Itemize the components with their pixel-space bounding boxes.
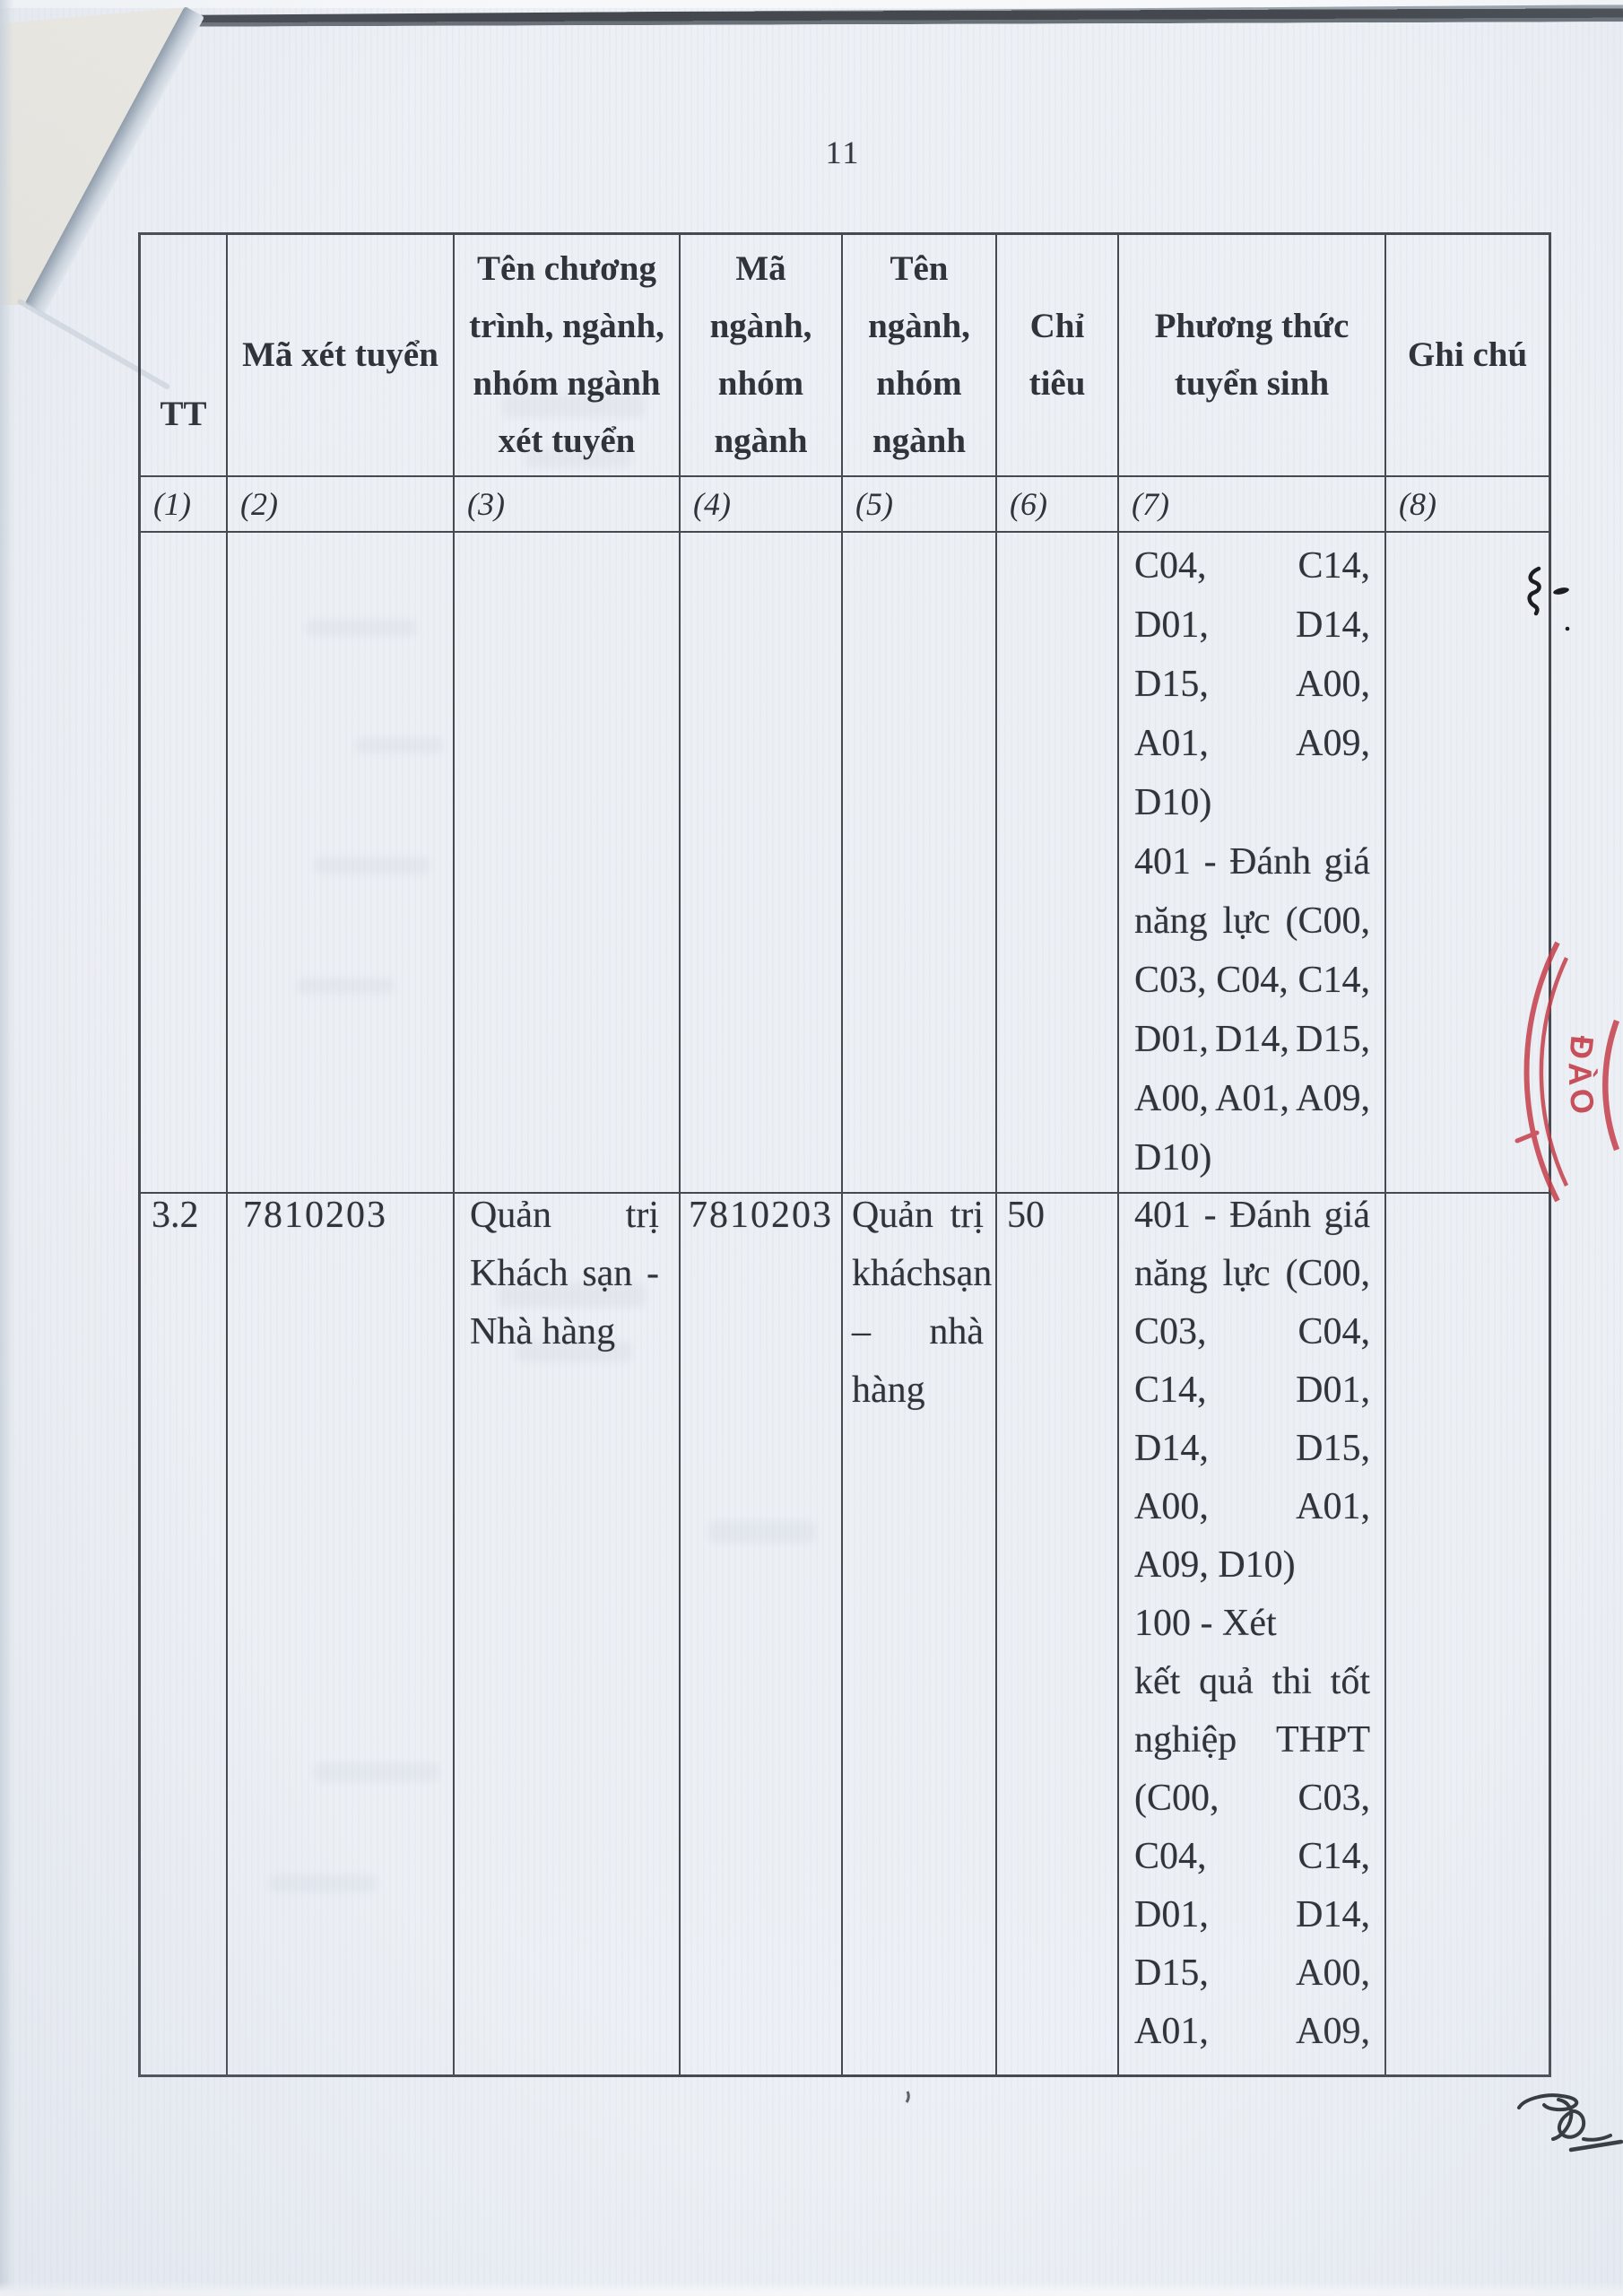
header-cell-ten-chuong-trinh: Tên chương trình, ngành, nhóm ngành xét tuy… xyxy=(455,235,681,477)
row2-cell-tt: 3.2 xyxy=(141,1194,228,2074)
row2-cell-ten-nganh: Quản trị khách sạn – nhà hàng xyxy=(843,1194,997,2074)
colnum-8: (8) xyxy=(1386,477,1549,533)
pen-dot-mark xyxy=(905,2091,910,2103)
row1-cell-tt xyxy=(141,533,228,1194)
colnum-3: (3) xyxy=(455,477,681,533)
row1-cell-chi-tieu xyxy=(997,533,1119,1194)
page-number: 11 xyxy=(825,135,861,170)
scan-left-edge xyxy=(0,0,13,2296)
colnum-5: (5) xyxy=(843,477,997,533)
header-cell-ten-nganh: Tên ngành, nhóm ngành xyxy=(843,235,997,477)
admission-table: TT Mã xét tuyển Tên chương trình, ngành, n… xyxy=(138,232,1551,2077)
header-cell-chi-tieu: Chỉ tiêu xyxy=(997,235,1119,477)
row2-cell-ma-xet-tuyen: 7810203 xyxy=(228,1194,455,2074)
header-cell-ma-xet-tuyen: Mã xét tuyển xyxy=(228,235,455,477)
row2-cell-chi-tieu: 50 xyxy=(997,1194,1119,2074)
row2-cell-phuong-thuc: 401- Đánh giá năng lực (C00, C03, C04, C14, D01, D… xyxy=(1119,1194,1386,2074)
header-cell-tt: TT xyxy=(141,235,228,477)
header-cell-ghi-chu: Ghi chú xyxy=(1386,235,1549,477)
row1-cell-ten-nganh xyxy=(843,533,997,1194)
row1-cell-ma-nganh xyxy=(681,533,843,1194)
row1-cell-ma-xet-tuyen xyxy=(228,533,455,1194)
colnum-1: (1) xyxy=(141,477,228,533)
colnum-4: (4) xyxy=(681,477,843,533)
colnum-7: (7) xyxy=(1119,477,1386,533)
row1-cell-phuong-thuc: C04, C14, D01, D14, D15, A00, A01, A09, D10) 401-… xyxy=(1119,533,1386,1194)
row2-cell-ma-nganh: 7810203 xyxy=(681,1194,843,2074)
row2-cell-ghi-chu xyxy=(1386,1194,1549,2074)
header-cell-phuong-thuc: Phương thức tuyển sinh xyxy=(1119,235,1386,477)
scan-bottom-edge xyxy=(0,2282,1623,2296)
colnum-2: (2) xyxy=(228,477,455,533)
row1-cell-ghi-chu xyxy=(1386,533,1549,1194)
row2-cell-ten-chuong-trinh: Quản trị Khách sạn - Nhà hàng xyxy=(455,1194,681,2074)
signature-scribble xyxy=(1517,2093,1623,2152)
header-cell-ma-nganh: Mã ngành, nhóm ngành xyxy=(681,235,843,477)
row1-cell-ten-chuong-trinh xyxy=(455,533,681,1194)
colnum-6: (6) xyxy=(997,477,1119,533)
stamp-text: ĐÀO xyxy=(1562,1034,1603,1121)
